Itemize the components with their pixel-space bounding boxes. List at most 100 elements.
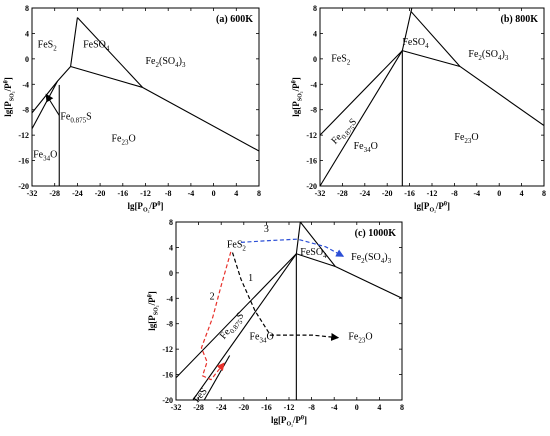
formula-subscript: 2 — [121, 139, 125, 147]
phase-boundary-line — [320, 50, 403, 136]
phase-region-label: FeS2 — [331, 53, 351, 66]
x-tick-label: -32 — [315, 189, 326, 198]
axis-label-text: /P — [291, 83, 301, 93]
formula-subscript: 3 — [125, 139, 129, 147]
y-axis-label: lg[PSO₂/Pθ] — [3, 77, 16, 116]
phase-region-label: Fe23O — [348, 332, 372, 345]
phase-boundaries — [32, 17, 259, 186]
phase-boundaries — [320, 8, 544, 186]
formula-subscript: 2 — [156, 61, 160, 69]
formula-subscript: 4 — [263, 337, 267, 345]
formula-subscript: 4 — [425, 42, 429, 50]
phase-boundary-line — [320, 50, 403, 186]
formula-subscript: 3 — [468, 137, 472, 145]
phase-boundary-line — [459, 66, 544, 127]
formula-text: Fe — [454, 132, 465, 143]
x-tick-label: -8 — [451, 189, 458, 198]
phase-region-label: Fe2(SO4)3 — [146, 56, 186, 69]
formula-subscript: 4 — [498, 54, 502, 62]
phase-boundary-line — [335, 266, 402, 299]
axis-label-text: /P — [3, 83, 13, 93]
x-tick-label: 8 — [400, 403, 404, 412]
x-tick-label: -16 — [404, 189, 415, 198]
axis-label-text: lg[P — [127, 201, 143, 211]
y-tick-label: 8 — [25, 4, 29, 13]
y-tick-label: -16 — [18, 157, 29, 166]
formula-subscript: 0.875 — [70, 116, 86, 124]
phase-diagram-panel-2: -32 -28 -24 -20 -16 -12 -8 -4 0 4 8 8 4 0 -4 -8 -12 -16 -2… — [291, 4, 546, 214]
formula-text: Fe — [468, 49, 479, 60]
formula-subscript: 3 — [259, 337, 263, 345]
y-tick-label: -8 — [310, 106, 317, 115]
reaction-path-3 — [240, 238, 345, 257]
phase-region-label: Fe34O — [249, 332, 273, 345]
y-tick-label: -4 — [166, 294, 173, 303]
phase-boundary-line — [296, 253, 336, 268]
formula-text: Fe — [351, 252, 362, 263]
formula-text: ) — [384, 252, 387, 263]
y-tick-label: 0 — [313, 55, 317, 64]
phase-boundary-line — [295, 222, 301, 254]
axis-label-superscript: θ — [291, 80, 297, 83]
formula-subscript: 2 — [347, 58, 351, 66]
phase-region-label: FeS2 — [227, 239, 247, 252]
formula-text: FeS — [38, 39, 54, 50]
phase-boundary-line — [299, 222, 336, 267]
y-tick-label: 8 — [313, 4, 317, 13]
x-tick-label: -20 — [238, 403, 249, 412]
phase-boundary-line — [410, 10, 461, 67]
formula-text: S — [347, 117, 359, 129]
x-axis-label: lg[PO₂/Pθ] — [414, 201, 450, 214]
phase-region-label: Fe2(SO4)3 — [351, 252, 391, 265]
reaction-path-2 — [200, 251, 232, 381]
axis-label-text: /P — [292, 415, 302, 425]
formula-text: FeS — [227, 239, 243, 250]
phase-diagram-panel-1: -32 -28 -24 -20 -16 -12 -8 -4 0 4 8 8 4 0 -4 -8 -12 -16 -2… — [3, 4, 261, 214]
formula-text: FeSO — [402, 37, 425, 48]
x-tick-label: 0 — [355, 403, 359, 412]
formula-text: O — [471, 132, 478, 143]
phase-region-label: Fe23O — [111, 134, 135, 147]
y-tick-label: -16 — [306, 157, 317, 166]
axis-label-text: lg[P — [271, 415, 287, 425]
phase-region-label: FeSO4 — [300, 247, 327, 260]
reaction-path-label: 1 — [248, 273, 253, 284]
reaction-path-1 — [231, 252, 340, 341]
phase-region-label: FeSO4 — [83, 39, 110, 52]
x-tick-label: -24 — [72, 189, 83, 198]
axis-label-superscript: θ — [147, 294, 153, 297]
x-tick-label: -24 — [359, 189, 370, 198]
formula-subscript: 3 — [364, 146, 368, 154]
x-tick-label: -28 — [193, 403, 204, 412]
y-tick-label: -12 — [18, 131, 29, 140]
y-tick-label: -4 — [22, 80, 29, 89]
axis-label-subscript: O₂ — [143, 208, 150, 214]
phase-region-label: Fe0.875S — [60, 111, 91, 124]
y-tick-label: 8 — [169, 218, 173, 227]
y-tick-label: 4 — [169, 243, 173, 252]
panel-title: (b) 800K — [501, 14, 539, 25]
phase-boundaries — [176, 222, 402, 400]
panel-title: (c) 1000K — [355, 228, 397, 239]
axis-label-superscript: θ — [3, 80, 9, 83]
formula-text: ) — [179, 56, 182, 67]
axis-label-text: lg[P — [414, 201, 430, 211]
formula-text: Fe — [354, 141, 365, 152]
x-tick-label: 0 — [212, 189, 216, 198]
formula-text: (SO — [482, 49, 498, 60]
formula-subscript: 4 — [367, 146, 371, 154]
formula-text: FeS — [331, 53, 347, 64]
phase-boundary-line — [402, 50, 461, 68]
formula-subscript: 3 — [388, 257, 392, 265]
formula-text: FeSO — [300, 247, 323, 258]
x-tick-label: -8 — [165, 189, 172, 198]
formula-subscript: 3 — [43, 154, 47, 162]
formula-subscript: 4 — [47, 154, 51, 162]
phase-boundary-line — [203, 355, 231, 400]
x-tick-label: -32 — [27, 189, 38, 198]
y-tick-label: -8 — [22, 106, 29, 115]
x-tick-label: -28 — [49, 189, 60, 198]
x-tick-label: -20 — [95, 189, 106, 198]
y-tick-label: -4 — [310, 80, 317, 89]
